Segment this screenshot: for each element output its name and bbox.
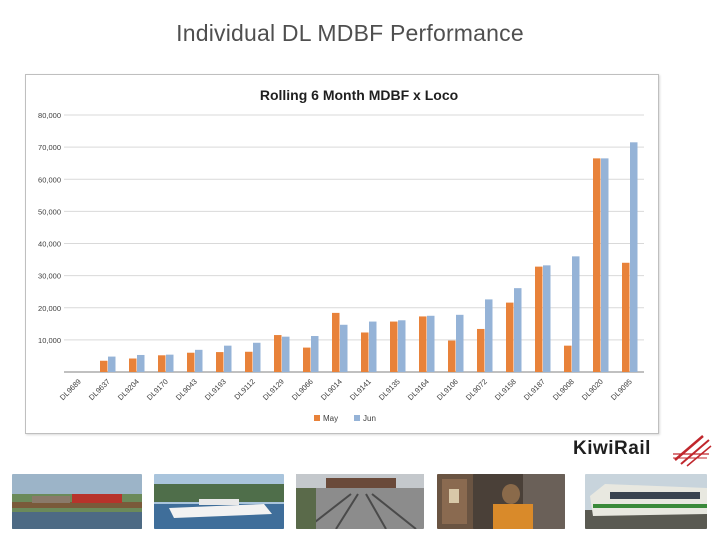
- bar-may-dl9135: [390, 321, 398, 372]
- bar-may-dl9637: [100, 360, 108, 372]
- y-tick-label: 50,000: [38, 207, 61, 216]
- y-tick-label: 80,000: [38, 111, 61, 120]
- y-tick-label: 30,000: [38, 272, 61, 281]
- legend-swatch-may: [314, 415, 320, 421]
- bar-may-dl9193: [216, 352, 224, 372]
- y-tick-label: 20,000: [38, 304, 61, 313]
- bar-jun-dl9008: [572, 256, 580, 372]
- bar-jun-dl9072: [485, 299, 493, 372]
- bar-may-dl9158: [506, 302, 514, 372]
- bar-may-dl9106: [448, 340, 456, 372]
- bar-may-dl9014: [332, 312, 340, 372]
- bar-chart: Rolling 6 Month MDBF x Loco 10,000 20,000 3…: [38, 87, 644, 423]
- bar-may-dl9066: [303, 347, 311, 372]
- x-tick-label: DL9158: [493, 377, 518, 402]
- slide-title: Individual DL MDBF Performance: [176, 20, 524, 46]
- bar-may-dl9020: [593, 158, 601, 372]
- bar-may-dl9204: [129, 358, 137, 372]
- commuter-train-photo: [585, 474, 707, 529]
- x-tick-label: DL9164: [406, 377, 431, 402]
- bar-may-dl9170: [158, 355, 166, 372]
- x-tick-label: DL9141: [348, 377, 373, 402]
- x-tick-label: DL9066: [290, 377, 315, 402]
- x-tick-label: DL9193: [203, 377, 228, 402]
- legend-swatch-jun: [354, 415, 360, 421]
- x-tick-label: DL9008: [551, 377, 576, 402]
- x-tick-label: DL9637: [87, 377, 112, 402]
- logo-text: KiwiRail: [573, 438, 651, 459]
- bar-jun-dl9106: [456, 314, 464, 372]
- bar-jun-dl9158: [514, 288, 522, 372]
- bar-jun-dl9135: [398, 320, 406, 372]
- photo-strip: [0, 474, 720, 532]
- bar-may-dl9043: [187, 352, 195, 372]
- x-tick-label: DL9187: [522, 377, 547, 402]
- bar-may-dl9129: [274, 335, 282, 372]
- y-tick-label: 70,000: [38, 143, 61, 152]
- bar-jun-dl9129: [282, 336, 290, 372]
- x-tick-label: DL9020: [580, 377, 605, 402]
- y-tick-label: 40,000: [38, 240, 61, 249]
- bar-jun-dl9193: [224, 345, 232, 372]
- bar-jun-dl9204: [137, 354, 145, 372]
- logo-swoosh-icon: [673, 435, 712, 467]
- chart-panel: Rolling 6 Month MDBF x Loco 10,000 20,000 3…: [25, 74, 659, 434]
- x-tick-label: DL9095: [609, 377, 634, 402]
- bar-may-dl9187: [535, 266, 543, 372]
- bar-jun-dl9170: [166, 354, 174, 372]
- y-tick-label: 60,000: [38, 175, 61, 184]
- bar-jun-dl9164: [427, 315, 435, 372]
- x-tick-label: DL9043: [174, 377, 199, 402]
- x-tick-label: DL9112: [232, 377, 257, 402]
- x-tick-label: DL9689: [58, 377, 83, 402]
- bar-jun-dl9014: [340, 324, 348, 372]
- chart-title: Rolling 6 Month MDBF x Loco: [260, 87, 458, 103]
- ferry-photo: [154, 474, 284, 529]
- bar-jun-dl9020: [601, 158, 609, 372]
- bar-jun-dl9637: [108, 356, 116, 372]
- bar-may-dl9072: [477, 328, 485, 372]
- y-tick-label: 10,000: [38, 336, 61, 345]
- x-tick-label: DL9106: [435, 377, 460, 402]
- x-tick-label: DL9170: [145, 377, 170, 402]
- x-tick-label: DL9129: [261, 377, 286, 402]
- x-tick-label: DL9204: [116, 377, 141, 402]
- bar-may-dl9112: [245, 351, 253, 372]
- kiwirail-logo: KiwiRail: [573, 432, 713, 468]
- bar-jun-dl9112: [253, 342, 261, 372]
- legend-label-may: May: [323, 414, 338, 423]
- bar-jun-dl9141: [369, 321, 377, 372]
- bar-may-dl9008: [564, 345, 572, 372]
- train-bridge-photo: [12, 474, 142, 529]
- bar-may-dl9164: [419, 316, 427, 372]
- bar-may-dl9141: [361, 332, 369, 372]
- bar-jun-dl9095: [630, 142, 638, 372]
- bar-jun-dl9187: [543, 265, 551, 372]
- rail-yard-photo: [296, 474, 424, 529]
- x-tick-label: DL9014: [319, 377, 344, 402]
- x-tick-label: DL9135: [377, 377, 402, 402]
- x-tick-label: DL9072: [464, 377, 489, 402]
- bar-jun-dl9066: [311, 336, 319, 372]
- worker-photo: [473, 474, 565, 529]
- bar-jun-dl9043: [195, 349, 203, 372]
- bar-may-dl9095: [622, 262, 630, 372]
- legend-label-jun: Jun: [363, 414, 376, 423]
